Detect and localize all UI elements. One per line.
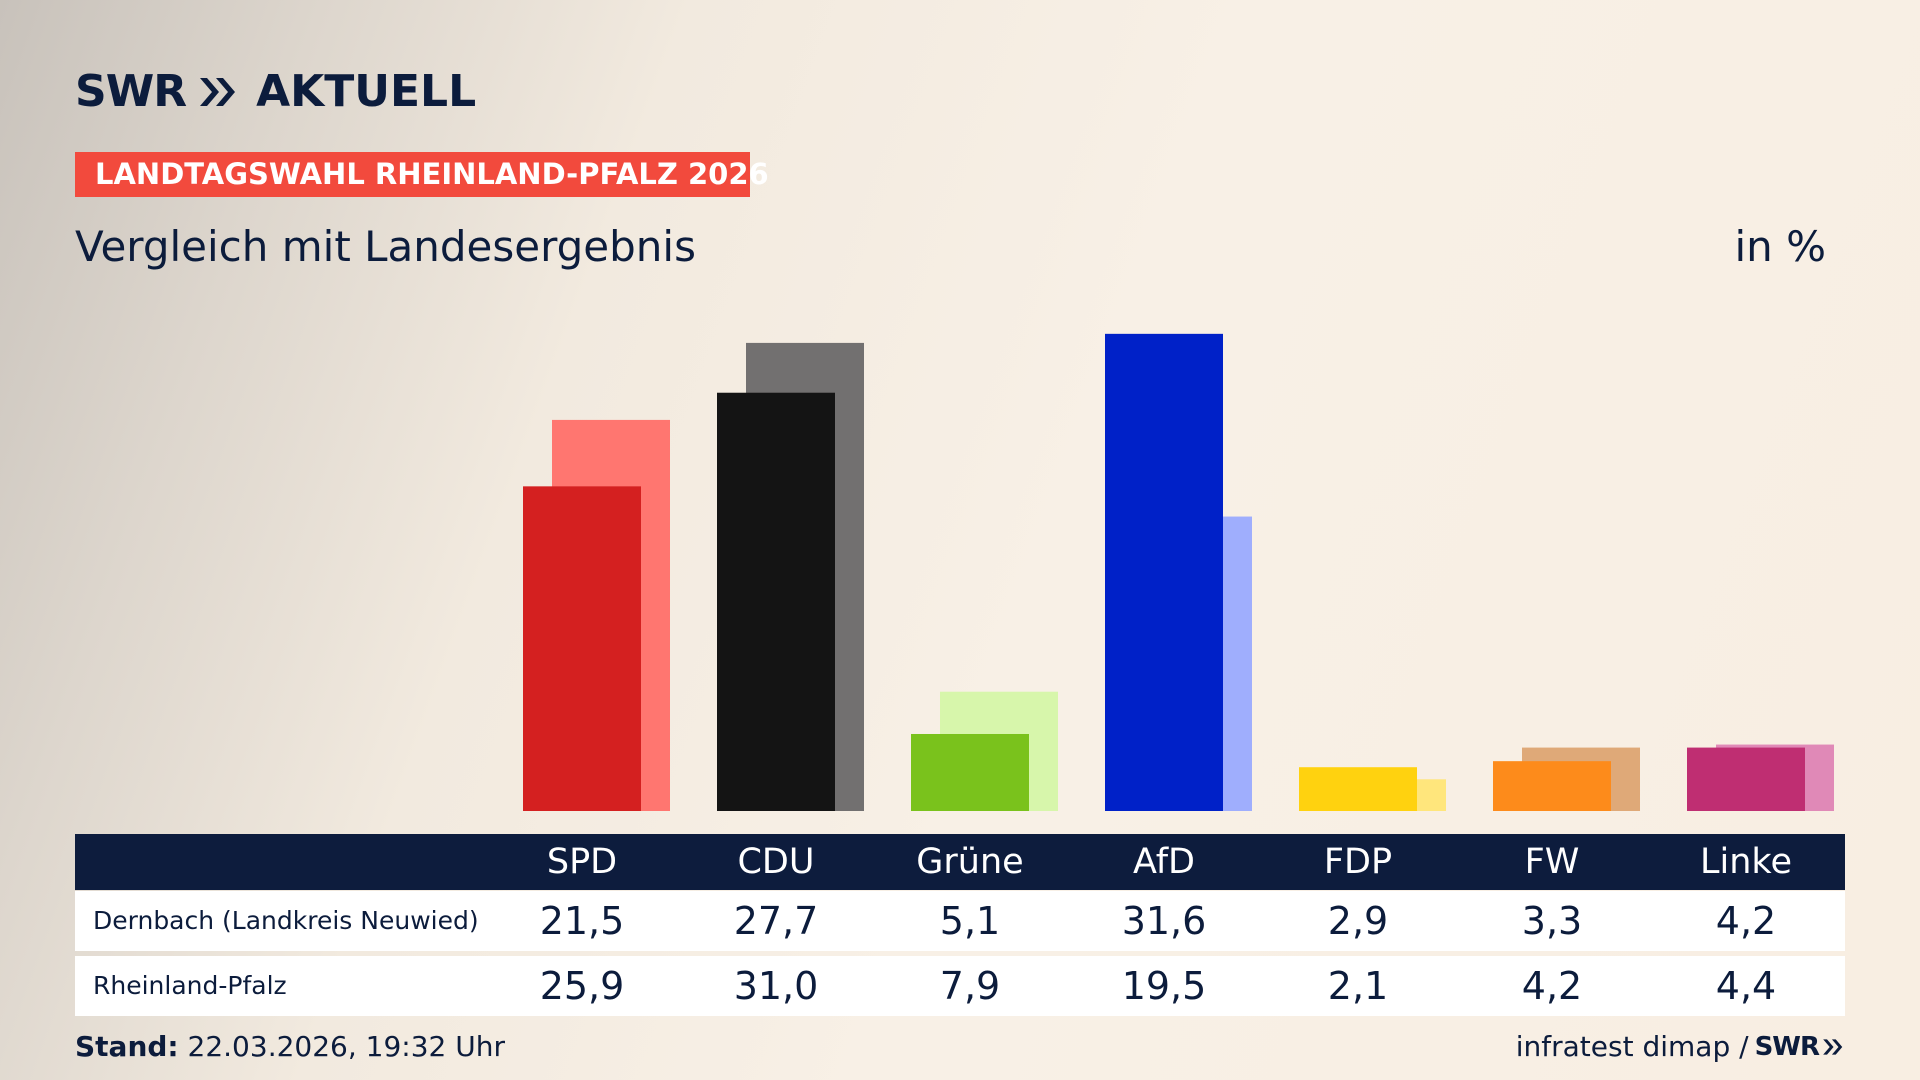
value-cell-spd: 21,5 xyxy=(539,899,625,943)
bar-local-fw xyxy=(1493,761,1611,811)
timestamp: Stand: 22.03.2026, 19:32 Uhr xyxy=(75,1030,505,1063)
double-chevron-icon xyxy=(200,77,236,106)
unit-label: in % xyxy=(1734,222,1826,271)
double-chevron-icon xyxy=(1823,1038,1843,1055)
bar-local-cdu xyxy=(717,392,835,811)
bar-local-linke xyxy=(1687,747,1805,811)
row-label-state: Rheinland-Pfalz xyxy=(93,971,287,1000)
bar-local-spd xyxy=(523,486,641,811)
table-row: Dernbach (Landkreis Neuwied) 21,5 27,7 5,1… xyxy=(75,891,1845,951)
bar-local-fdp xyxy=(1299,767,1417,811)
logo-aktuell-text: AKTUELL xyxy=(256,66,477,117)
party-header-linke: Linke xyxy=(1700,842,1792,882)
stand-label: Stand: xyxy=(75,1030,179,1063)
party-header-fdp: FDP xyxy=(1323,842,1393,882)
source-text: infratest dimap / xyxy=(1515,1030,1749,1063)
bar-local-gr-ne xyxy=(911,733,1029,811)
party-header-cdu: CDU xyxy=(737,842,815,882)
value-cell-fdp: 2,1 xyxy=(1327,964,1389,1008)
bar-local-afd xyxy=(1105,333,1223,811)
value-cell-fdp: 2,9 xyxy=(1327,899,1389,943)
value-cell-fw: 3,3 xyxy=(1521,899,1583,943)
value-cell-fw: 4,2 xyxy=(1521,964,1583,1008)
row-label-local: Dernbach (Landkreis Neuwied) xyxy=(93,906,479,935)
value-cell-afd: 19,5 xyxy=(1121,964,1207,1008)
value-cell-spd: 25,9 xyxy=(539,964,625,1008)
stand-value: 22.03.2026, 19:32 Uhr xyxy=(187,1030,505,1063)
swr-mini-text: SWR xyxy=(1754,1031,1820,1062)
party-header-gr-ne: Grüne xyxy=(916,842,1024,882)
value-cell-gr-ne: 5,1 xyxy=(939,899,1001,943)
logo-swr-text: SWR xyxy=(75,66,187,117)
value-cell-gr-ne: 7,9 xyxy=(939,964,1001,1008)
value-cell-linke: 4,4 xyxy=(1715,964,1777,1008)
value-cell-cdu: 31,0 xyxy=(733,964,819,1008)
value-cell-linke: 4,2 xyxy=(1715,899,1777,943)
party-header-fw: FW xyxy=(1524,842,1580,882)
swr-mini-logo: SWR xyxy=(1755,1032,1845,1062)
value-cell-afd: 31,6 xyxy=(1121,899,1207,943)
source-credit: infratest dimap / SWR xyxy=(1516,1030,1845,1063)
table-header: SPD CDU Grüne AfD FDP FW Linke xyxy=(75,834,1845,890)
party-header-afd: AfD xyxy=(1133,842,1195,882)
value-cell-cdu: 27,7 xyxy=(733,899,819,943)
election-banner: LANDTAGSWAHL RHEINLAND-PFALZ 2026 xyxy=(75,152,769,197)
table-row: Rheinland-Pfalz 25,9 31,0 7,9 19,5 2,1 4,2 4,4 xyxy=(75,956,1845,1016)
swr-aktuell-logo: SWR AKTUELL xyxy=(75,66,476,117)
chart-subtitle: Vergleich mit Landesergebnis xyxy=(75,222,696,271)
party-header-spd: SPD xyxy=(546,842,618,882)
